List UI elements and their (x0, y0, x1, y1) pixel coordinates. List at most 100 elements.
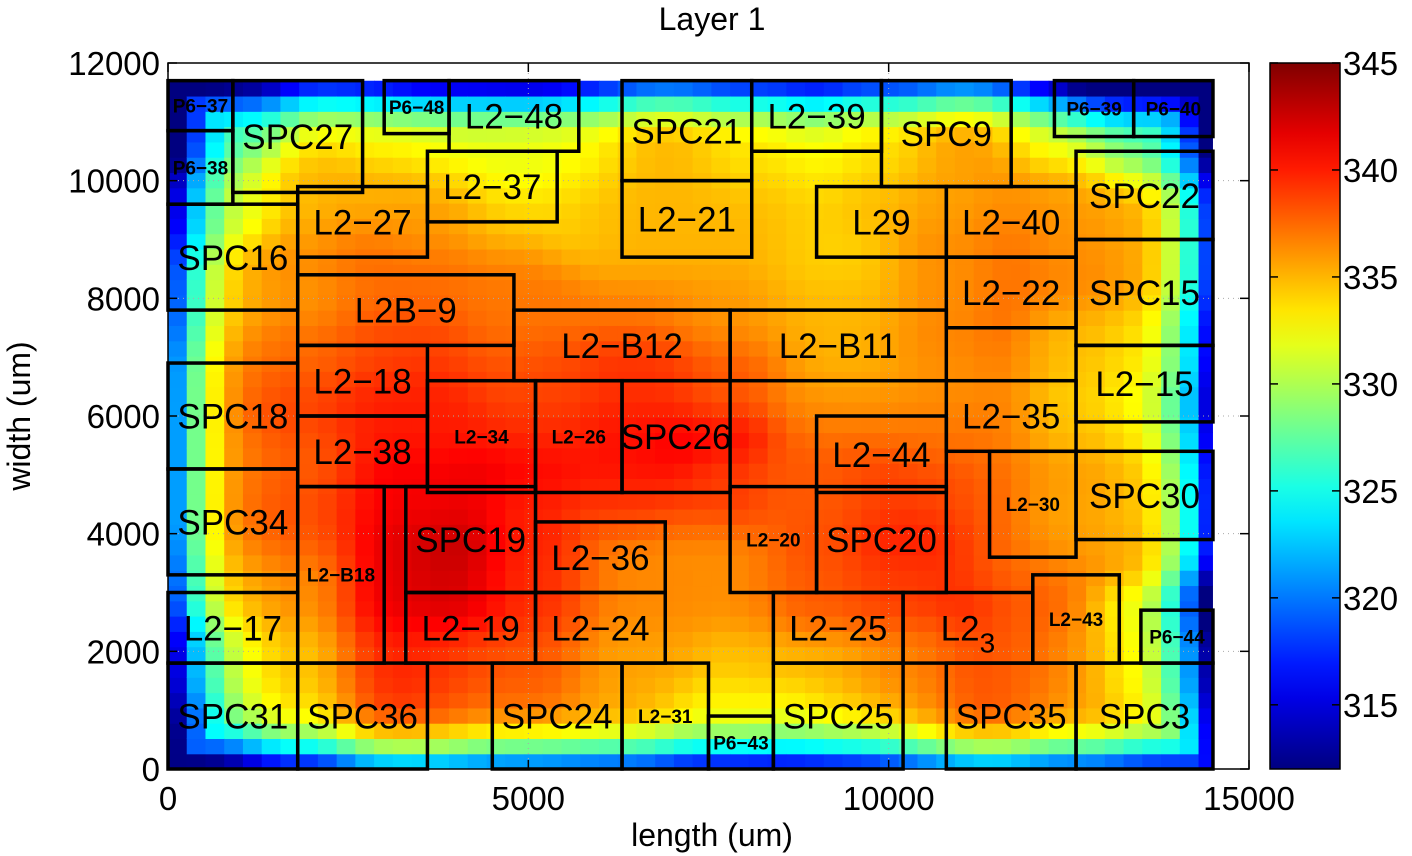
heat-cell (861, 233, 881, 250)
heat-cell (1029, 141, 1050, 158)
heat-cell (711, 753, 731, 769)
heat-cell (542, 294, 563, 311)
heat-cell (355, 203, 375, 219)
heat-cell (336, 585, 356, 602)
heat-cell (842, 508, 862, 525)
heat-cell (242, 463, 263, 479)
heat-cell (823, 493, 844, 510)
heat-cell (430, 554, 450, 571)
heat-cell (805, 646, 825, 663)
heat-cell (880, 600, 900, 617)
heat-cell (1179, 692, 1200, 709)
heat-cell (186, 172, 207, 189)
heat-cell (805, 493, 825, 510)
heat-cell (636, 432, 656, 449)
heat-cell (730, 723, 750, 740)
block-label: L2B−9 (355, 292, 457, 331)
heat-cell (1198, 616, 1213, 632)
heat-cell (861, 187, 881, 204)
block-label: SPC35 (956, 698, 1067, 737)
floorplan-block (1131, 78, 1215, 139)
heat-cell (580, 203, 600, 219)
heat-cell (261, 111, 282, 128)
heat-cell (673, 723, 694, 740)
heat-cell (542, 80, 563, 97)
heat-cell (1086, 692, 1106, 709)
heat-cell (317, 340, 338, 357)
heat-cell (842, 692, 862, 709)
heat-cell (598, 570, 619, 587)
heat-cell (786, 707, 806, 724)
heat-cell (936, 600, 956, 617)
heat-cell (449, 524, 469, 541)
heat-cell (1142, 646, 1162, 663)
heat-cell (711, 233, 731, 250)
heat-cell (242, 187, 263, 204)
heat-cell (355, 723, 375, 740)
heat-cell (598, 126, 619, 143)
heat-cell (205, 187, 225, 204)
heat-cell (805, 417, 825, 434)
heat-cell (355, 111, 375, 128)
heat-cell (1086, 493, 1106, 510)
heat-cell (1011, 141, 1031, 158)
heat-cell (954, 539, 975, 556)
heat-cell (1161, 646, 1181, 663)
heat-cell (786, 753, 806, 769)
heat-cell (636, 692, 656, 709)
heat-cell (168, 172, 188, 189)
heat-cell (598, 616, 619, 632)
heat-cell (524, 432, 544, 449)
heat-cell (449, 264, 469, 281)
heat-cell (317, 432, 338, 449)
heat-cell (580, 218, 600, 235)
heat-cell (580, 661, 600, 678)
heat-cell (1086, 600, 1106, 617)
heat-cell (186, 294, 207, 311)
heat-cell (1011, 524, 1031, 541)
heat-cell (336, 539, 356, 556)
heat-cell (486, 157, 506, 174)
heat-cell (374, 463, 394, 479)
heat-cell (561, 554, 581, 571)
heat-cell (730, 692, 750, 709)
heat-cell (711, 646, 731, 663)
heat-cell (1198, 203, 1213, 219)
heat-cell (430, 417, 450, 434)
heat-cell (317, 692, 338, 709)
heat-cell (449, 157, 469, 174)
block-label: L2−36 (551, 539, 649, 578)
heat-cell (524, 570, 544, 587)
heat-cell (692, 187, 712, 204)
heat-cell (374, 157, 394, 174)
heat-cell (1086, 585, 1106, 602)
heat-cell (168, 707, 188, 724)
heat-cell (992, 524, 1012, 541)
heat-cell (205, 723, 225, 740)
heat-cell (748, 401, 769, 418)
heat-cell (524, 111, 544, 128)
heat-cell (1161, 325, 1181, 342)
x-axis-label: length (um) (631, 817, 793, 853)
heat-cell (430, 294, 450, 311)
heat-cell (973, 187, 994, 204)
heat-cell (299, 371, 319, 388)
heat-cell (898, 524, 919, 541)
heat-cell (505, 233, 525, 250)
heat-cell (748, 248, 769, 265)
heat-cell (805, 248, 825, 265)
heat-cell (1011, 417, 1031, 434)
heat-cell (317, 463, 338, 479)
heat-cell (1123, 585, 1143, 602)
block-label: SPC36 (307, 698, 418, 737)
heat-cell (224, 661, 244, 678)
heat-cell (224, 447, 244, 464)
heat-cell (205, 417, 225, 434)
heat-cell (580, 294, 600, 311)
heat-cell (205, 432, 225, 449)
heat-cell (168, 187, 188, 204)
heat-cell (748, 508, 769, 525)
heat-cell (580, 463, 600, 479)
heat-cell (692, 616, 712, 632)
heat-cell (861, 738, 881, 755)
